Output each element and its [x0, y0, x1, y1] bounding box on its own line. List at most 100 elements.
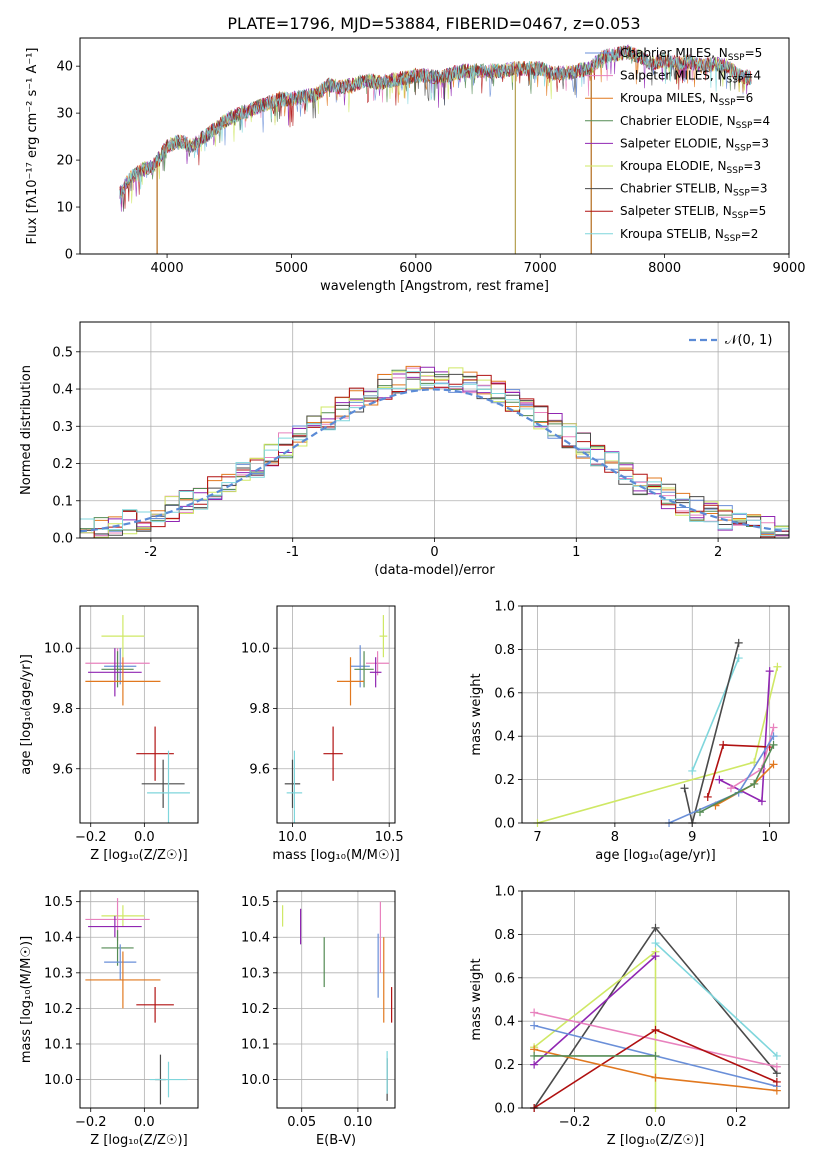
axes-frame — [79, 605, 199, 824]
weight-marker — [530, 1051, 539, 1060]
weight-line — [654, 942, 778, 1057]
y-tick-label: 9.6 — [249, 762, 270, 777]
y-tick-label: 40 — [56, 60, 73, 75]
y-tick-label: 10 — [56, 201, 73, 216]
x-tick-label: 0.0 — [134, 830, 155, 845]
plot-grid: 4000 5000 6000 7000 8000 9000010203040wavelen… — [19, 37, 806, 1148]
legend-label: Kroupa ELODIE, NSSP=3 — [620, 159, 761, 176]
y-tick-label: 0.2 — [494, 773, 515, 788]
x-axis-label: (data-model)/error — [374, 563, 495, 578]
y-tick-label: 10.3 — [241, 966, 270, 981]
mass-weight-vs-Z-chart: −0.2 0.0 0.2 0.0 0.2 0.4 0.6 0.8 1.0 Z [log₁₀(Z/Z… — [469, 885, 790, 1148]
y-axis-label: mass weight — [469, 673, 484, 755]
y-tick-label: 0.5 — [52, 345, 73, 360]
weight-marker — [651, 923, 660, 932]
x-tick-label: 0 — [430, 545, 438, 560]
weight-marker — [769, 732, 778, 741]
weight-marker — [530, 1021, 539, 1030]
histogram-series — [80, 371, 789, 538]
age-vs-Z-chart: −0.2 0.0 9.6 9.8 10.0 Z [log₁₀(Z/Z☉)] age [log… — [19, 605, 199, 863]
y-tick-label: 0.0 — [494, 817, 515, 832]
mass-vs-Z-chart: −0.2 0.0 10.0 10.1 10.2 10.3 10.4 10.5 Z [log₁₀(… — [19, 890, 199, 1148]
weight-marker — [773, 662, 782, 671]
x-axis-label: Z [log₁₀(Z/Z☉)] — [607, 1133, 704, 1148]
y-tick-label: 10.0 — [44, 642, 73, 657]
weight-marker — [750, 779, 759, 788]
y-tick-label: 20 — [56, 154, 73, 169]
x-tick-label: −0.2 — [75, 830, 107, 845]
x-tick-label: 4000 — [151, 261, 184, 276]
weight-marker — [765, 667, 774, 676]
y-tick-label: 1.0 — [494, 885, 515, 900]
weight-marker — [696, 808, 704, 817]
weight-marker — [680, 784, 689, 793]
y-tick-label: 9.8 — [52, 702, 73, 717]
figure-title: PLATE=1796, MJD=53884, FIBERID=0467, z=0… — [227, 14, 640, 33]
weight-line — [691, 657, 740, 772]
x-tick-label: 1 — [572, 545, 580, 560]
axes-frame — [79, 890, 199, 1109]
x-axis-label: mass [log₁₀(M/M☉)] — [272, 848, 399, 863]
y-tick-label: 0.4 — [494, 730, 515, 745]
y-tick-label: 1.0 — [494, 600, 515, 615]
weight-marker — [651, 1073, 660, 1082]
y-tick-label: 10.1 — [241, 1037, 270, 1052]
weight-marker — [769, 740, 778, 749]
x-tick-label: −0.2 — [75, 1115, 107, 1130]
spectrum-line — [119, 45, 752, 205]
x-tick-label: 0.05 — [287, 1115, 316, 1130]
histogram-series — [80, 371, 789, 537]
axes-frame — [521, 890, 790, 1109]
x-tick-label: 7 — [533, 830, 541, 845]
histogram-series — [80, 366, 789, 538]
axes-frame — [79, 37, 790, 255]
weight-marker — [530, 1008, 539, 1017]
y-tick-label: 10.4 — [44, 931, 73, 946]
weight-marker — [772, 1086, 781, 1095]
x-tick-label: 5000 — [275, 261, 308, 276]
residuals-chart: -2 -1 0 1 2 0.0 0.1 0.2 0.3 0.4 0.5 (data-model)/er… — [19, 321, 790, 578]
y-tick-label: 10.5 — [44, 895, 73, 910]
axes-frame — [276, 890, 396, 1109]
axes-frame — [521, 605, 790, 824]
x-tick-label: 8000 — [648, 261, 681, 276]
legend-label: Kroupa STELIB, NSSP=2 — [620, 227, 758, 244]
x-tick-label: 0.0 — [134, 1115, 155, 1130]
x-tick-label: 0.2 — [726, 1115, 747, 1130]
weight-marker — [726, 784, 735, 793]
legend-label: Chabrier MILES, NSSP=5 — [620, 46, 762, 63]
y-tick-label: 0.6 — [494, 971, 515, 986]
weight-line — [683, 642, 740, 823]
y-tick-label: 0.0 — [52, 532, 73, 547]
x-tick-label: -2 — [144, 545, 157, 560]
spectrum-chart: 4000 5000 6000 7000 8000 9000 0 10 20 30 40 wavelen… — [25, 37, 806, 294]
y-tick-label: 10.0 — [44, 1073, 73, 1088]
y-tick-label: 10.0 — [241, 642, 270, 657]
spectrum-line — [119, 45, 752, 209]
y-tick-label: 0 — [65, 248, 73, 263]
legend-label: 𝒩(0, 1) — [725, 333, 772, 348]
weight-marker — [651, 952, 660, 961]
y-tick-label: 0.1 — [52, 494, 73, 509]
y-tick-label: 0.4 — [494, 1015, 515, 1030]
weight-marker — [757, 797, 766, 806]
y-tick-label: 0.0 — [494, 1102, 515, 1117]
x-axis-label: Z [log₁₀(Z/Z☉)] — [90, 848, 187, 863]
x-tick-label: −0.2 — [559, 1115, 591, 1130]
x-axis-label: wavelength [Angstrom, rest frame] — [320, 279, 549, 294]
weight-line — [533, 1011, 778, 1068]
y-tick-label: 10.0 — [241, 1073, 270, 1088]
weight-marker — [530, 1060, 539, 1069]
legend-label: Chabrier STELIB, NSSP=3 — [620, 182, 768, 199]
x-tick-label: 8 — [611, 830, 619, 845]
x-axis-label: Z [log₁₀(Z/Z☉)] — [90, 1133, 187, 1148]
x-tick-label: 9000 — [772, 261, 805, 276]
y-tick-label: 0.8 — [494, 928, 515, 943]
weight-marker — [772, 1051, 781, 1060]
y-tick-label: 10.5 — [241, 895, 270, 910]
weight-marker — [734, 654, 743, 663]
x-tick-label: 10 — [761, 830, 778, 845]
y-tick-label: 10.4 — [241, 931, 270, 946]
y-tick-label: 0.4 — [52, 383, 73, 398]
